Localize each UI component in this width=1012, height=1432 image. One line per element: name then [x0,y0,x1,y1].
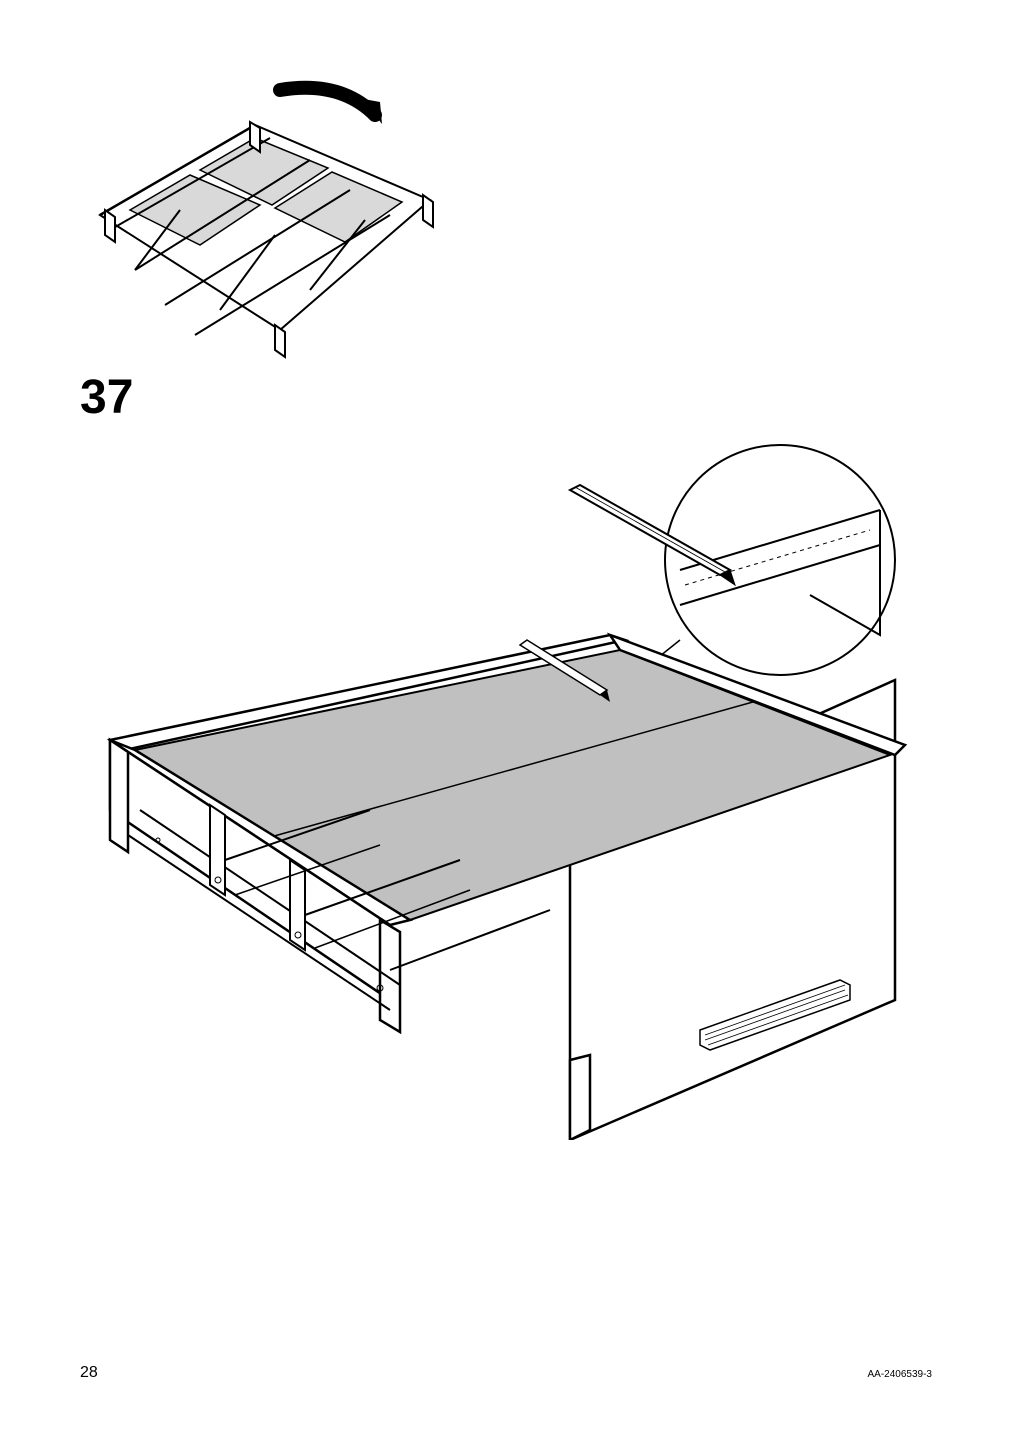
page-number: 28 [80,1364,98,1382]
top-illustration [80,60,460,360]
main-illustration [80,440,930,1140]
panel-placement-diagram [80,440,930,1140]
step-number: 37 [80,370,133,425]
tilt-furniture-diagram [80,60,460,360]
page-footer: 28 AA-2406539-3 [80,1364,932,1382]
instruction-page: 37 [0,0,1012,1432]
document-reference: AA-2406539-3 [868,1369,933,1380]
